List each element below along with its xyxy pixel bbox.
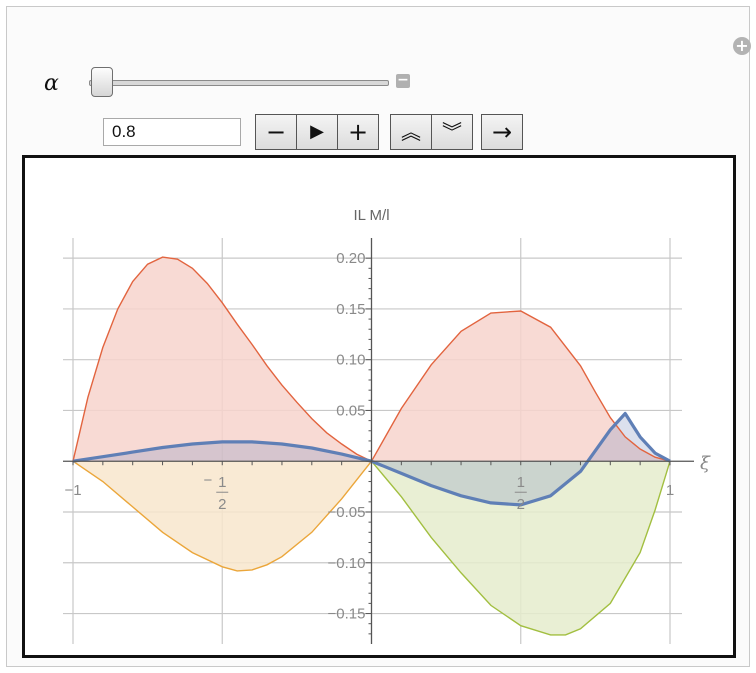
increment-button[interactable]: + bbox=[337, 114, 379, 150]
add-circle-icon[interactable]: + bbox=[733, 37, 751, 55]
y-tick-label: −0.05 bbox=[328, 504, 366, 521]
x-tick-numerator: 1 bbox=[517, 474, 525, 491]
lower-left-curve bbox=[72, 460, 373, 572]
speed-button-group: ︽ ︾ bbox=[390, 114, 473, 150]
x-tick-numerator: 1 bbox=[218, 474, 226, 491]
y-tick-label: 0.15 bbox=[336, 301, 365, 318]
alpha-parameter-label: α bbox=[44, 71, 59, 96]
lower-right-area bbox=[371, 461, 670, 635]
play-button[interactable]: ▶ bbox=[296, 114, 338, 150]
x-tick-fraction: −1 2 bbox=[203, 472, 229, 513]
influence-line-curve bbox=[72, 411, 671, 507]
x-tick-label: −1 bbox=[64, 482, 81, 499]
alpha-slider-thumb[interactable] bbox=[91, 67, 113, 97]
plot-frame: 0.20 0.15 0.10 0.05 −0.05 −0.10 −0.15 −1−1 2 1 2 1 … bbox=[22, 155, 736, 658]
y-axis-label: IL M/l bbox=[353, 207, 389, 224]
lower-right-curve bbox=[370, 460, 671, 636]
influence-line-area bbox=[73, 413, 670, 505]
x-tick-label: − bbox=[203, 472, 212, 489]
play-icon: ▶ bbox=[310, 121, 324, 142]
x-tick-fraction: 12 bbox=[514, 474, 527, 513]
faster-button[interactable]: ︽ bbox=[390, 114, 432, 150]
y-tick-label: −0.15 bbox=[328, 606, 366, 623]
plot-lines bbox=[72, 256, 671, 636]
step-button-group: − ▶ + bbox=[255, 114, 379, 150]
upper-right-curve bbox=[370, 310, 671, 462]
minus-icon: − bbox=[265, 118, 287, 146]
y-tick-label: −0.10 bbox=[328, 555, 366, 572]
x-axis-label: ξ bbox=[700, 453, 711, 474]
slower-button[interactable]: ︾ bbox=[431, 114, 473, 150]
arrow-right-icon: → bbox=[491, 118, 513, 146]
double-chevron-up-icon: ︽ bbox=[401, 120, 421, 144]
direction-button-group: → bbox=[481, 114, 523, 150]
double-chevron-down-icon: ︾ bbox=[442, 120, 462, 144]
plot-areas bbox=[73, 257, 670, 635]
decrement-button[interactable]: − bbox=[255, 114, 297, 150]
x-tick-denominator: 2 bbox=[218, 496, 226, 513]
collapse-controls-icon[interactable]: − bbox=[396, 72, 410, 88]
x-tick-denominator: 2 bbox=[517, 496, 525, 513]
upper-left-area bbox=[73, 257, 372, 462]
y-tick-label: 0.05 bbox=[336, 402, 365, 419]
y-tick-label: 0.20 bbox=[336, 250, 365, 267]
lower-left-area bbox=[73, 461, 372, 571]
x-tick-label: 1 bbox=[666, 482, 674, 499]
upper-left-curve bbox=[72, 256, 372, 462]
direction-button[interactable]: → bbox=[481, 114, 523, 150]
alpha-value-input[interactable] bbox=[103, 118, 241, 146]
plus-icon: + bbox=[347, 118, 369, 146]
alpha-slider-track[interactable] bbox=[89, 80, 389, 86]
influence-line-plot: 0.200.150.100.05−0.05−0.10−0.15−1− 12121 … bbox=[63, 207, 711, 644]
y-tick-label: 0.10 bbox=[336, 352, 365, 369]
